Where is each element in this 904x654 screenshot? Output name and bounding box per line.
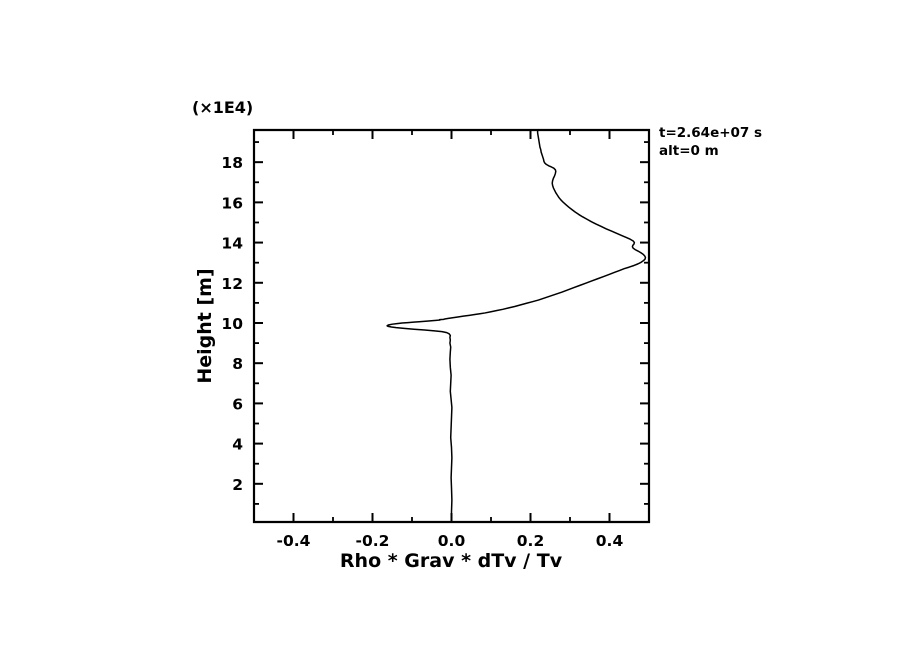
- y-tick-label: 8: [232, 355, 243, 373]
- x-tick-label: 0.4: [596, 532, 624, 550]
- altitude-annotation: alt=0 m: [659, 143, 719, 159]
- y-tick-label: 18: [221, 154, 243, 172]
- y-tick-label: 4: [232, 436, 243, 454]
- y-tick-label: 10: [221, 315, 243, 333]
- data-curve: [386, 130, 647, 522]
- x-tick-label: 0.2: [517, 532, 544, 550]
- x-tick-label: -0.2: [356, 532, 390, 550]
- x-tick-label: 0.0: [438, 532, 466, 550]
- y-axis-title: Height [m]: [194, 268, 216, 383]
- x-axis-title: Rho * Grav * dTv / Tv: [340, 550, 563, 572]
- y-tick-label: 6: [232, 395, 243, 413]
- y-tick-label: 14: [221, 235, 243, 253]
- y-tick-label: 2: [232, 476, 243, 494]
- scale-multiplier-label: (×1E4): [192, 98, 253, 117]
- x-tick-label: -0.4: [277, 532, 311, 550]
- time-annotation: t=2.64e+07 s: [659, 125, 762, 141]
- y-tick-label: 16: [221, 194, 243, 212]
- plot-frame: [252, 128, 651, 524]
- y-tick-label: 12: [221, 275, 243, 293]
- axis-tick-labels: -0.4 -0.2 0.0 0.2 0.4 2 4 6 8 10 12 14 16 18: [221, 154, 623, 550]
